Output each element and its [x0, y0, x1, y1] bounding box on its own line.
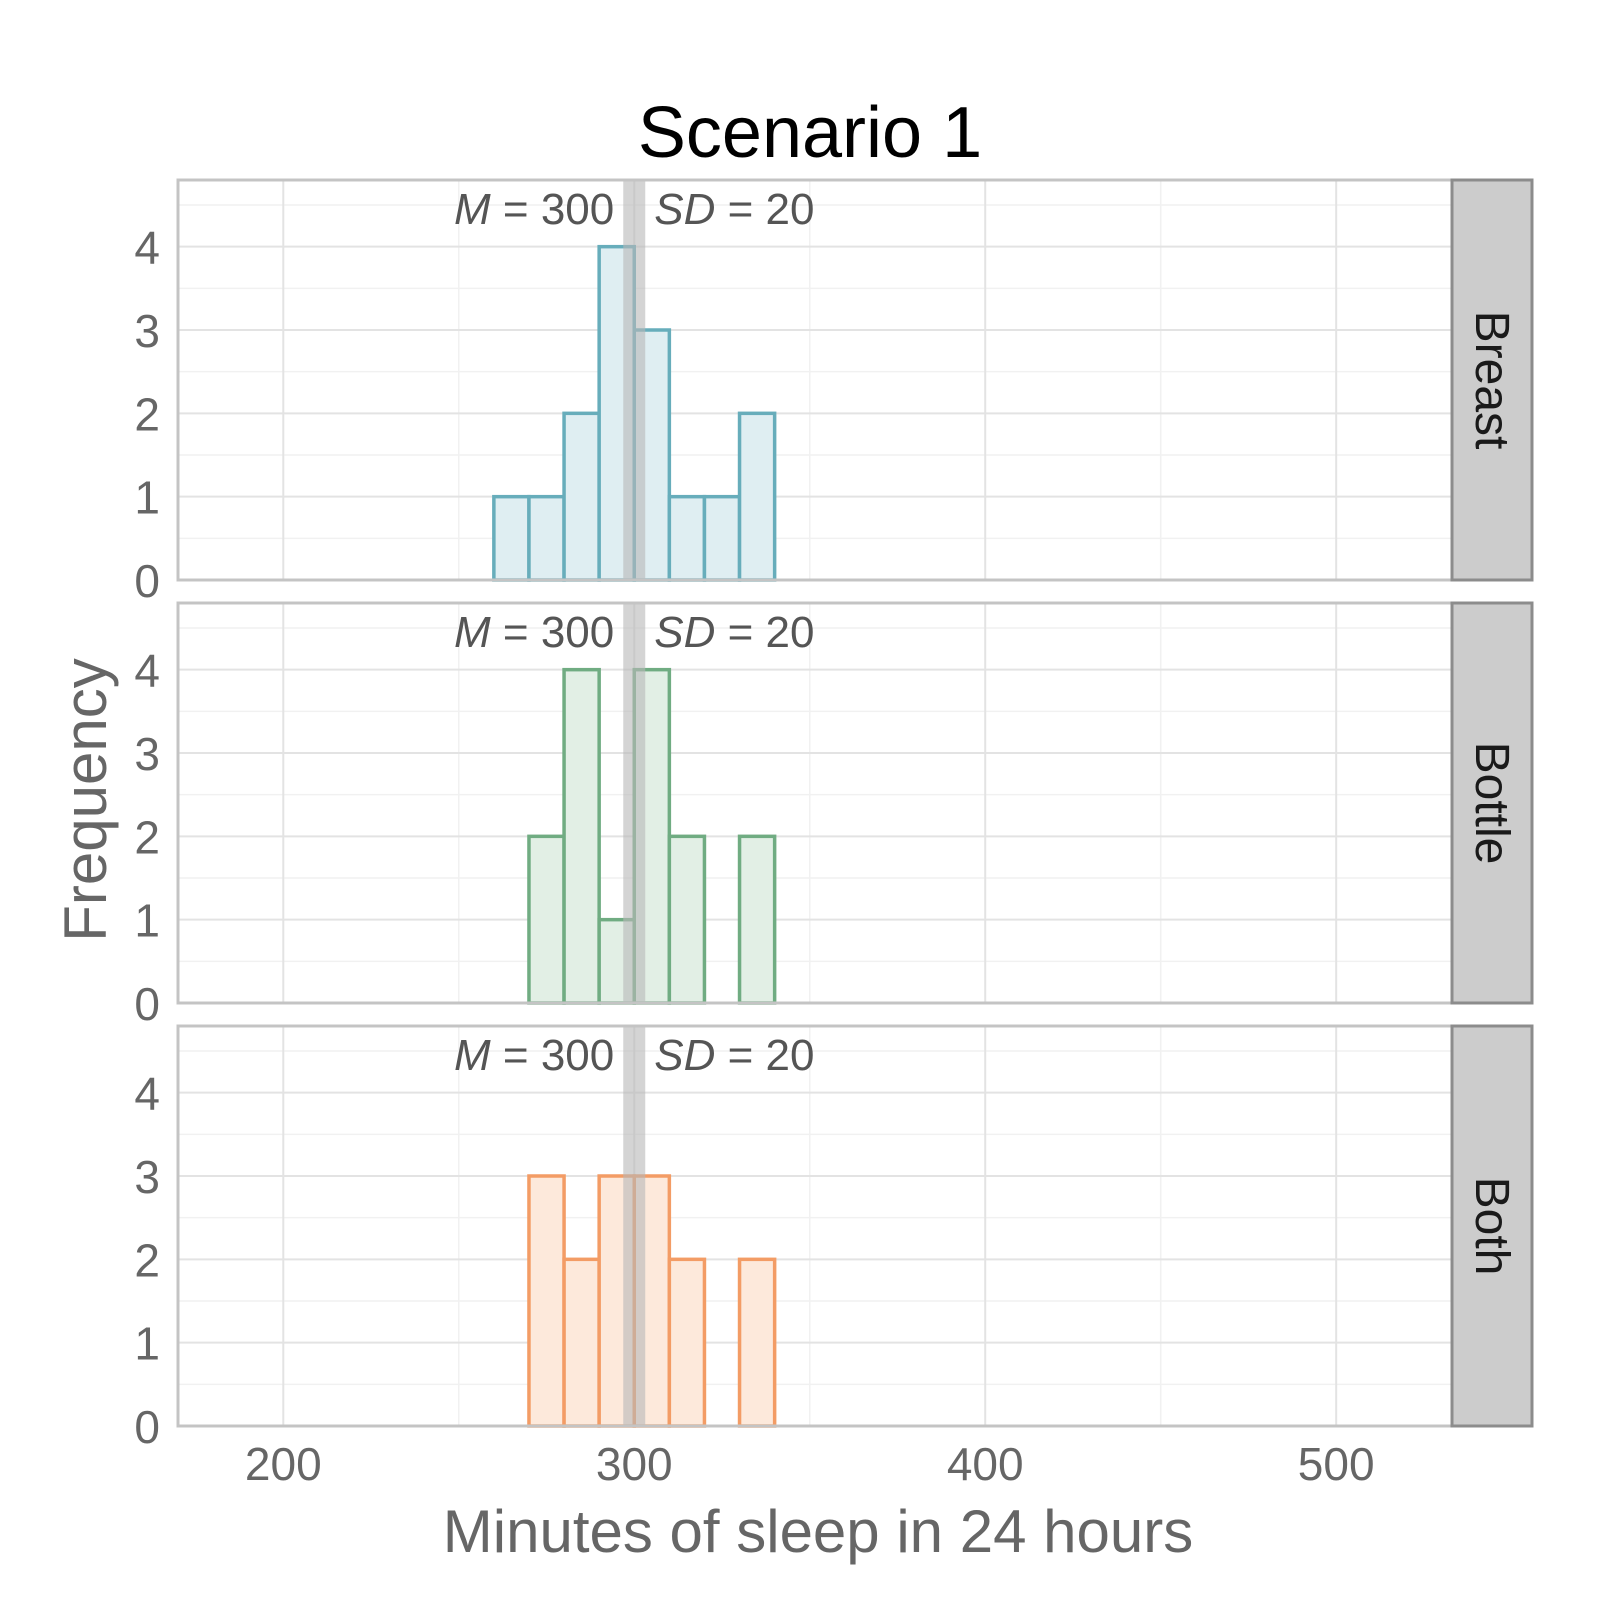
y-tick-label: 2: [134, 388, 160, 440]
y-tick-label: 3: [134, 728, 160, 780]
histogram-bar: [492, 494, 531, 582]
histogram-bar: [667, 494, 707, 582]
y-tick-label: 0: [134, 978, 160, 1030]
histogram-bar: [667, 834, 707, 1005]
y-tick-label: 1: [134, 472, 160, 524]
mean-line: [623, 180, 646, 580]
facet-panel-both: M = 300 SD = 20 0 1 2 3 4 Both: [134, 1024, 1534, 1453]
y-tick-label: 0: [134, 555, 160, 607]
histogram-bar: [737, 411, 777, 582]
sd-annotation: SD = 20: [654, 608, 814, 657]
x-tick-label: 200: [245, 1438, 322, 1490]
mean-line: [623, 603, 646, 1003]
y-tick-label: 2: [134, 1234, 160, 1286]
panel-background: [178, 603, 1452, 1003]
facet-strip: [1450, 178, 1534, 582]
sd-annotation: SD = 20: [654, 1031, 814, 1080]
y-tick-label: 3: [134, 305, 160, 357]
chart-title: Scenario 1: [638, 93, 982, 173]
panel-background: [178, 180, 1452, 580]
histogram-bar: [562, 1257, 601, 1428]
mean-annotation: M = 300: [454, 185, 614, 234]
y-tick-label: 2: [134, 811, 160, 863]
histogram-bar: [527, 1174, 566, 1428]
mean-annotation: M = 300: [454, 1031, 614, 1080]
panel-background: [178, 1026, 1452, 1426]
x-tick-label: 400: [947, 1438, 1024, 1490]
y-tick-label: 0: [134, 1401, 160, 1453]
histogram-bar: [737, 1257, 777, 1428]
mean-line: [623, 1026, 646, 1426]
histogram-bar: [527, 834, 566, 1005]
facet-strip: [1450, 601, 1534, 1005]
y-axis-title: Frequency: [52, 658, 119, 941]
facet-strip-label: Breast: [1465, 311, 1518, 450]
facet-strip-label: Both: [1465, 1177, 1518, 1276]
x-tick-label: 300: [596, 1438, 673, 1490]
histogram-bar: [667, 1257, 707, 1428]
x-axis-title: Minutes of sleep in 24 hours: [443, 1498, 1193, 1565]
facet-strip: [1450, 1024, 1534, 1428]
histogram-bar: [562, 411, 601, 582]
y-tick-label: 1: [134, 895, 160, 947]
mean-annotation: M = 300: [454, 608, 614, 657]
y-tick-label: 1: [134, 1318, 160, 1370]
x-tick-label: 500: [1298, 1438, 1375, 1490]
histogram-bar: [737, 834, 777, 1005]
facet-strip-label: Bottle: [1465, 742, 1518, 865]
histogram-bar: [562, 667, 601, 1005]
y-tick-label: 3: [134, 1151, 160, 1203]
facet-panel-bottle: M = 300 SD = 20 0 1 2 3 4 Bottle: [134, 601, 1534, 1030]
histogram-bar: [527, 494, 566, 582]
y-tick-label: 4: [134, 1068, 160, 1120]
y-tick-label: 4: [134, 645, 160, 697]
histogram-bar: [702, 494, 742, 582]
facet-panel-breast: M = 300 SD = 20 0 1 2 3 4 Breast: [134, 178, 1534, 607]
y-tick-label: 4: [134, 222, 160, 274]
sd-annotation: SD = 20: [654, 185, 814, 234]
